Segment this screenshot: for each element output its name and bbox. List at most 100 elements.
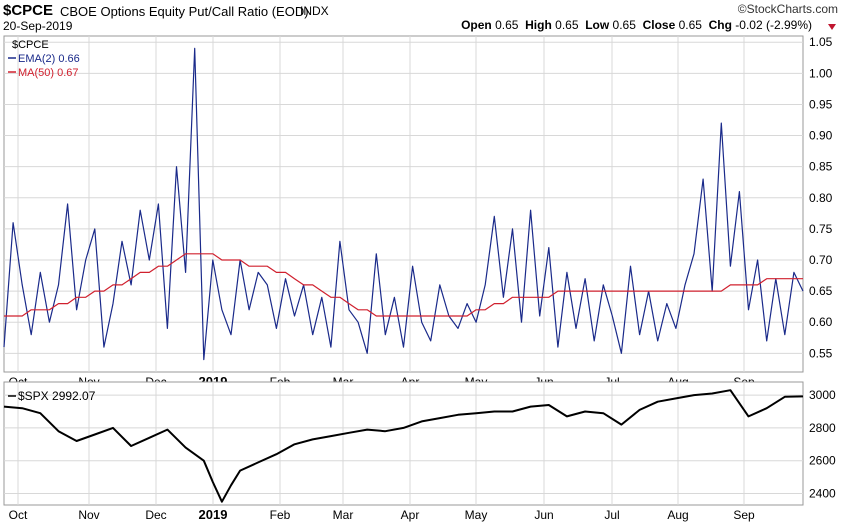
cpce-data-point (31, 309, 32, 310)
cpce-data-point (703, 291, 704, 292)
cpce-y-tick-label: 0.70 (809, 253, 833, 267)
cpce-y-tick-label: 0.65 (809, 284, 833, 298)
spx-x-tick-label: Aug (667, 508, 688, 522)
cpce-data-point (285, 278, 286, 279)
cpce-data-point (648, 291, 649, 292)
spx-data-point (603, 413, 604, 414)
cpce-data-point (103, 291, 104, 292)
spx-data-point (258, 462, 259, 463)
spx-x-tick-label: Oct (9, 508, 28, 522)
spx-data-point (312, 439, 313, 440)
cpce-data-point (85, 297, 86, 298)
legend-entry: $CPCE (12, 39, 49, 51)
cpce-data-point (594, 291, 595, 292)
cpce-data-point (167, 266, 168, 267)
cpce-data-point (612, 315, 613, 316)
cpce-data-point (76, 297, 77, 298)
cpce-data-point (330, 297, 331, 298)
cpce-data-point (766, 278, 767, 279)
cpce-data-point (312, 284, 313, 285)
cpce-data-point (367, 353, 368, 354)
cpce-data-point (267, 266, 268, 267)
spx-plot-frame (3, 381, 804, 506)
spx-data-point (657, 401, 658, 402)
cpce-data-point (621, 291, 622, 292)
cpce-data-point (430, 315, 431, 316)
cpce-data-point (212, 259, 213, 260)
cpce-data-point (421, 315, 422, 316)
cpce-data-point (103, 347, 104, 348)
cpce-data-point (240, 259, 241, 260)
close-label: Close (642, 18, 676, 32)
cpce-data-point (793, 278, 794, 279)
cpce-data-point (212, 253, 213, 254)
cpce-data-point (49, 322, 50, 323)
spx-data-point (585, 411, 586, 412)
cpce-data-point (285, 272, 286, 273)
cpce-data-point (530, 210, 531, 211)
cpce-data-point (457, 315, 458, 316)
cpce-data-point (58, 284, 59, 285)
cpce-data-point (802, 291, 803, 292)
cpce-y-tick-label: 1.05 (809, 35, 833, 49)
cpce-data-point (439, 284, 440, 285)
symbol-label: $CPCE (3, 2, 54, 19)
cpce-data-point (358, 322, 359, 323)
cpce-data-point (158, 266, 159, 267)
cpce-data-point (666, 291, 667, 292)
spx-data-point (675, 398, 676, 399)
cpce-data-point (112, 284, 113, 285)
spx-data-point (530, 406, 531, 407)
cpce-data-point (757, 259, 758, 260)
cpce-data-point (503, 297, 504, 298)
cpce-data-point (176, 166, 177, 167)
cpce-data-point (267, 284, 268, 285)
cpce-data-point (430, 340, 431, 341)
spx-data-point (766, 408, 767, 409)
cpce-y-tick-label: 0.85 (809, 160, 833, 174)
cpce-data-point (594, 340, 595, 341)
spx-data-point (476, 413, 477, 414)
cpce-data-point (203, 359, 204, 360)
cpce-data-point (185, 253, 186, 254)
cpce-data-point (149, 272, 150, 273)
spx-data-point (58, 431, 59, 432)
cpce-data-point (748, 284, 749, 285)
spx-data-point (276, 454, 277, 455)
cpce-data-point (3, 315, 4, 316)
legend-entry: MA(50) 0.67 (18, 67, 79, 79)
cpce-data-point (348, 303, 349, 304)
cpce-data-point (13, 315, 14, 316)
spx-data-point (457, 414, 458, 415)
cpce-data-point (94, 228, 95, 229)
spx-data-point (748, 416, 749, 417)
brand-watermark[interactable]: ©StockCharts.com (737, 2, 838, 16)
spx-x-tick-label: Nov (78, 508, 99, 522)
cpce-data-point (230, 259, 231, 260)
cpce-data-point (40, 309, 41, 310)
cpce-data-point (203, 253, 204, 254)
cpce-data-point (448, 315, 449, 316)
spx-data-point (22, 408, 23, 409)
cpce-data-point (67, 203, 68, 204)
spx-data-point (203, 460, 204, 461)
symbol-description: CBOE Options Equity Put/Call Ratio (EOD) (60, 4, 309, 19)
spx-data-point (439, 418, 440, 419)
cpce-data-point (230, 334, 231, 335)
cpce-data-point (376, 253, 377, 254)
date-label: 20-Sep-2019 (3, 19, 73, 33)
cpce-data-point (739, 191, 740, 192)
cpce-data-point (630, 291, 631, 292)
cpce-data-point (575, 328, 576, 329)
cpce-data-point (194, 48, 195, 49)
cpce-data-point (457, 328, 458, 329)
cpce-data-point (566, 272, 567, 273)
cpce-data-point (494, 216, 495, 217)
spx-data-point (348, 432, 349, 433)
cpce-data-point (721, 291, 722, 292)
spx-data-point (167, 429, 168, 430)
cpce-data-point (3, 347, 4, 348)
cpce-data-point (775, 278, 776, 279)
cpce-data-point (684, 291, 685, 292)
